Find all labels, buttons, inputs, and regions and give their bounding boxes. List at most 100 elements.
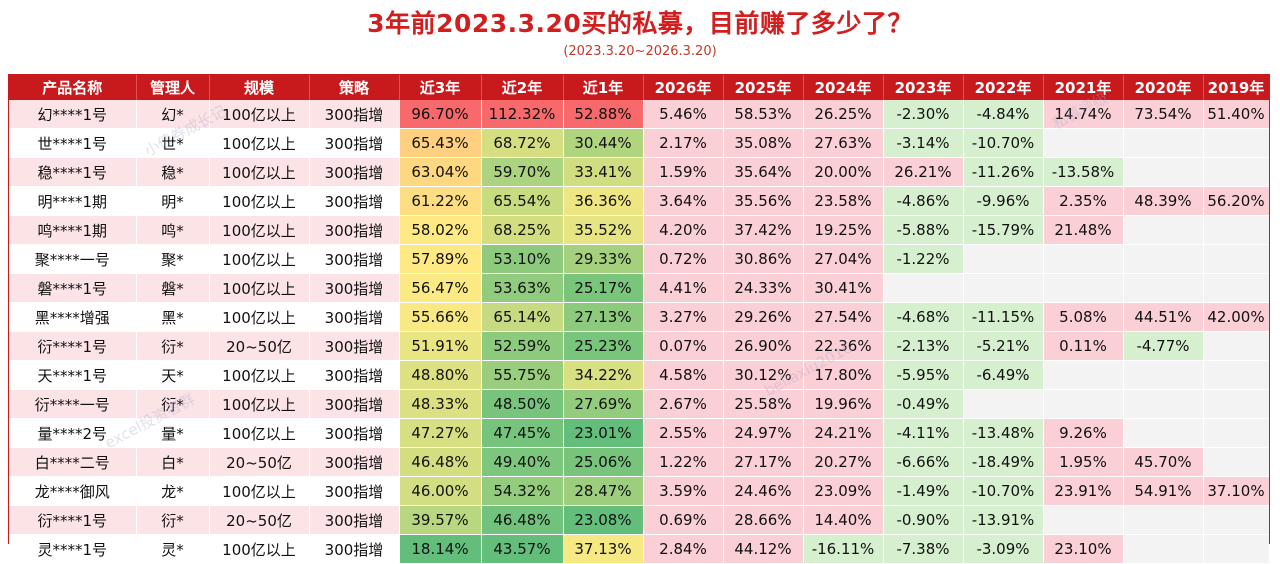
table-row[interactable]: 明****1期 明* 100亿以上 300指增 61.22% 65.54% 36.36% 3.… [9, 186, 1270, 216]
cell-year-2023: -2.13% [883, 331, 964, 361]
column-header-strategy[interactable]: 策略 [309, 75, 400, 100]
cell-manager: 幻* [136, 100, 210, 129]
cell-year-2021: 21.48% [1043, 215, 1124, 245]
column-header-scale[interactable]: 规模 [209, 75, 310, 100]
table-row[interactable]: 白****二号 白* 20~50亿 300指增 46.48% 49.40% 25.06% 1.… [9, 447, 1270, 477]
column-header-year-2025[interactable]: 2025年 [723, 75, 804, 100]
cell-return-1y: 23.08% [563, 505, 644, 535]
cell-year-2025: 24.46% [723, 476, 804, 506]
table-row[interactable]: 衍****1号 衍* 20~50亿 300指增 51.91% 52.59% 25.23% 0.… [9, 331, 1270, 361]
cell-return-2y: 46.48% [481, 505, 564, 535]
cell-strategy: 300指增 [309, 302, 400, 332]
cell-year-2023: -1.22% [883, 244, 964, 274]
cell-strategy: 300指增 [309, 505, 400, 535]
cell-manager: 衍* [136, 505, 210, 535]
cell-year-2022: -11.15% [963, 302, 1044, 332]
cell-year-2023 [883, 273, 964, 303]
cell-year-2025: 24.97% [723, 418, 804, 448]
cell-year-2023: -7.38% [883, 534, 964, 564]
cell-product-name: 世****1号 [9, 128, 137, 158]
cell-year-2024: 17.80% [803, 360, 884, 390]
cell-return-3y: 55.66% [399, 302, 482, 332]
cell-manager: 明* [136, 186, 210, 216]
cell-year-2022: -13.48% [963, 418, 1044, 448]
table-row[interactable]: 天****1号 天* 100亿以上 300指增 48.80% 55.75% 34.22% 4.… [9, 360, 1270, 390]
column-header-product-name[interactable]: 产品名称 [9, 75, 137, 100]
column-header-return-2y[interactable]: 近2年 [481, 75, 564, 100]
column-header-year-2021[interactable]: 2021年 [1043, 75, 1124, 100]
table-row[interactable]: 龙****御风 龙* 100亿以上 300指增 46.00% 54.32% 28.47% 3.… [9, 476, 1270, 506]
cell-year-2022: -6.49% [963, 360, 1044, 390]
cell-strategy: 300指增 [309, 157, 400, 187]
cell-year-2020 [1123, 128, 1204, 158]
cell-scale: 20~50亿 [209, 505, 310, 535]
cell-year-2025: 35.08% [723, 128, 804, 158]
cell-manager: 黑* [136, 302, 210, 332]
column-header-year-2023[interactable]: 2023年 [883, 75, 964, 100]
cell-strategy: 300指增 [309, 186, 400, 216]
column-header-year-2024[interactable]: 2024年 [803, 75, 884, 100]
cell-scale: 20~50亿 [209, 331, 310, 361]
cell-year-2020: 45.70% [1123, 447, 1204, 477]
cell-year-2022 [963, 273, 1044, 303]
cell-year-2023: -4.86% [883, 186, 964, 216]
cell-product-name: 灵****1号 [9, 534, 137, 564]
column-header-year-2022[interactable]: 2022年 [963, 75, 1044, 100]
cell-return-2y: 59.70% [481, 157, 564, 187]
column-header-return-1y[interactable]: 近1年 [563, 75, 644, 100]
cell-return-2y: 65.14% [481, 302, 564, 332]
column-header-manager[interactable]: 管理人 [136, 75, 210, 100]
cell-return-1y: 27.69% [563, 389, 644, 419]
table-row[interactable]: 量****2号 量* 100亿以上 300指增 47.27% 47.45% 23.01% 2.… [9, 418, 1270, 448]
cell-year-2025: 30.12% [723, 360, 804, 390]
cell-year-2026: 1.22% [643, 447, 724, 477]
cell-return-3y: 39.57% [399, 505, 482, 535]
column-header-return-3y[interactable]: 近3年 [399, 75, 482, 100]
cell-year-2020: 73.54% [1123, 100, 1204, 129]
table-row[interactable]: 黑****增强 黑* 100亿以上 300指增 55.66% 65.14% 27.13% 3.… [9, 302, 1270, 332]
cell-product-name: 衍****1号 [9, 331, 137, 361]
cell-return-2y: 52.59% [481, 331, 564, 361]
table-row[interactable]: 衍****1号 衍* 20~50亿 300指增 39.57% 46.48% 23.08% 0.… [9, 505, 1270, 535]
cell-year-2025: 35.56% [723, 186, 804, 216]
cell-year-2026: 0.72% [643, 244, 724, 274]
cell-year-2026: 5.46% [643, 100, 724, 129]
cell-year-2023: -4.68% [883, 302, 964, 332]
cell-year-2022: -18.49% [963, 447, 1044, 477]
cell-year-2019: 37.10% [1203, 476, 1270, 506]
cell-return-3y: 48.80% [399, 360, 482, 390]
cell-year-2023: -1.49% [883, 476, 964, 506]
cell-year-2019 [1203, 244, 1270, 274]
cell-year-2019: 56.20% [1203, 186, 1270, 216]
cell-strategy: 300指增 [309, 418, 400, 448]
cell-product-name: 明****1期 [9, 186, 137, 216]
cell-year-2020: -4.77% [1123, 331, 1204, 361]
table-row[interactable]: 鸣****1期 鸣* 100亿以上 300指增 58.02% 68.25% 35.52% 4.… [9, 215, 1270, 245]
cell-year-2020 [1123, 418, 1204, 448]
cell-year-2022: -9.96% [963, 186, 1044, 216]
cell-year-2026: 2.67% [643, 389, 724, 419]
table-row[interactable]: 世****1号 世* 100亿以上 300指增 65.43% 68.72% 30.44% 2.… [9, 128, 1270, 158]
table-row[interactable]: 聚****一号 聚* 100亿以上 300指增 57.89% 53.10% 29.33% 0.… [9, 244, 1270, 274]
table-row[interactable]: 稳****1号 稳* 100亿以上 300指增 63.04% 59.70% 33.41% 1.… [9, 157, 1270, 187]
cell-year-2019 [1203, 505, 1270, 535]
column-header-year-2019[interactable]: 2019年 [1203, 75, 1270, 100]
cell-return-3y: 65.43% [399, 128, 482, 158]
cell-manager: 量* [136, 418, 210, 448]
cell-year-2019 [1203, 157, 1270, 187]
cell-year-2021: 14.74% [1043, 100, 1124, 129]
cell-year-2021 [1043, 128, 1124, 158]
table-row[interactable]: 幻****1号 幻* 100亿以上 300指增 96.70% 112.32% 52.88% 5… [9, 100, 1270, 129]
table-row[interactable]: 磐****1号 磐* 100亿以上 300指增 56.47% 53.63% 25.17% 4.… [9, 273, 1270, 303]
cell-manager: 鸣* [136, 215, 210, 245]
column-header-year-2020[interactable]: 2020年 [1123, 75, 1204, 100]
cell-product-name: 鸣****1期 [9, 215, 137, 245]
column-header-year-2026[interactable]: 2026年 [643, 75, 724, 100]
cell-return-2y: 53.10% [481, 244, 564, 274]
table-row[interactable]: 衍****一号 衍* 100亿以上 300指增 48.33% 48.50% 27.69% 2.… [9, 389, 1270, 419]
cell-strategy: 300指增 [309, 128, 400, 158]
cell-year-2019: 51.40% [1203, 100, 1270, 129]
cell-year-2020 [1123, 534, 1204, 564]
table-row[interactable]: 灵****1号 灵* 100亿以上 300指增 18.14% 43.57% 37.13% 2.… [9, 534, 1270, 564]
cell-year-2025: 26.90% [723, 331, 804, 361]
